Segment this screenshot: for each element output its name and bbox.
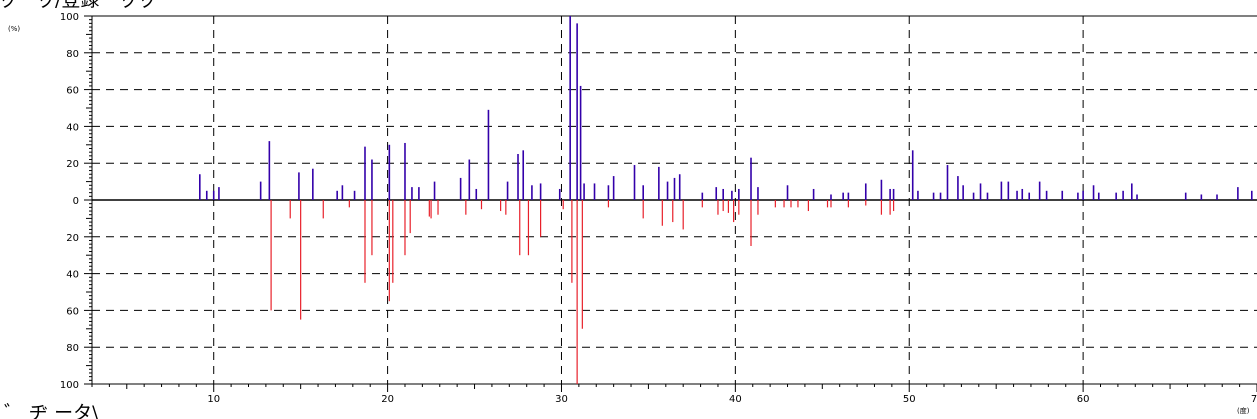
y-tick-label: 100 bbox=[60, 380, 79, 391]
axis-tick-labels: 0 20 20 40 40 60 60 80 80 100 100 10 20 30 40 50 60 7 bbox=[60, 12, 1257, 405]
y-tick-label: 0 bbox=[73, 196, 79, 207]
y-axis-unit-label: (%) bbox=[8, 25, 20, 33]
header-fragment-text: ッ゚ーッ/登録ーッッ bbox=[0, 0, 156, 11]
x-tick-label: 40 bbox=[729, 394, 742, 405]
y-tick-label: 40 bbox=[66, 122, 79, 133]
y-tick-label: 60 bbox=[66, 86, 79, 97]
x-tick-label: 60 bbox=[1077, 394, 1090, 405]
y-tick-label: 60 bbox=[66, 306, 79, 317]
y-tick-label: 80 bbox=[66, 49, 79, 60]
y-tick-label: 100 bbox=[60, 12, 79, 23]
footer-fragment-text: ゛ ヂ ータ\ bbox=[4, 402, 99, 419]
y-tick-label: 20 bbox=[66, 233, 79, 244]
grid-lines bbox=[92, 16, 1257, 384]
y-tick-label: 80 bbox=[66, 343, 79, 354]
measured-peaks-series bbox=[199, 16, 1253, 200]
x-tick-label: 30 bbox=[555, 394, 568, 405]
x-tick-label: 20 bbox=[381, 394, 394, 405]
reference-peaks-series bbox=[270, 200, 895, 384]
y-tick-label: 20 bbox=[66, 159, 79, 170]
x-axis-unit-label: (度) bbox=[1237, 406, 1250, 415]
x-tick-label: 7 bbox=[1251, 394, 1257, 405]
x-tick-label: 10 bbox=[207, 394, 220, 405]
x-tick-label: 50 bbox=[903, 394, 916, 405]
y-tick-label: 40 bbox=[66, 270, 79, 281]
chart-axes bbox=[84, 15, 1257, 392]
